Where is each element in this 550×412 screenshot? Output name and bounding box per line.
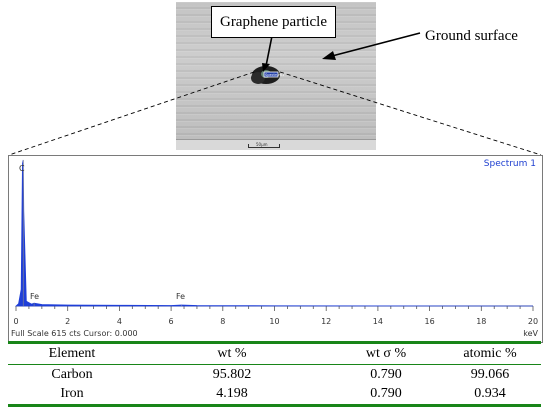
surface-pointer-arrowhead [322,51,336,60]
row-carbon-wt-sigma: 0.790 [370,367,402,382]
x-tick-label: 10 [269,317,280,326]
spectrum-spot-label: Spectrum1 [265,73,284,77]
row-iron-element: Iron [60,386,84,401]
full-scale-readout: Full Scale 615 cts Cursor: 0.000 [11,329,138,338]
scale-bar-strip: 50μm [176,139,376,150]
x-tick-label: 2 [65,317,71,326]
header-atomic: atomic % [463,346,517,361]
table-header-rule [8,364,541,365]
table-bottom-rule [8,404,541,407]
spectrum-plot [14,159,534,311]
graphene-particle-callout: Graphene particle [211,6,336,38]
table-top-rule [8,341,541,344]
row-carbon-wt: 95.802 [212,367,252,382]
iron-l-peak-label: Fe [30,292,40,301]
x-tick-label: 6 [168,317,174,326]
x-tick-label: 14 [372,317,383,326]
row-carbon-atomic: 99.066 [470,367,510,382]
particle-pointer-line [265,35,273,67]
iron-k-peak-label: Fe [176,292,186,301]
zoom-line-right [279,71,542,156]
spectrum-spot-marker [263,71,279,78]
row-iron-atomic: 0.934 [474,386,506,401]
x-tick-label: 18 [476,317,487,326]
x-tick-label: 0 [13,317,19,326]
header-wt-sigma: wt σ % [365,346,407,361]
surface-pointer-line [331,32,421,57]
x-tick-label: 8 [220,317,226,326]
spectrum-series [14,159,534,307]
x-axis-unit: keV [523,329,538,338]
row-iron-wt-sigma: 0.790 [370,386,402,401]
carbon-peak-label: C [19,164,25,173]
graphene-particle-label: Graphene particle [219,14,328,30]
x-tick-label: 4 [116,317,122,326]
row-carbon-element: Carbon [51,367,93,382]
particle-pointer-arrowhead [262,63,270,72]
header-element: Element [48,346,96,361]
scale-bar-line [248,144,280,148]
x-tick-label: 20 [527,317,539,326]
x-tick-label: 16 [424,317,435,326]
header-wt: wt % [217,346,247,361]
ground-surface-label: Ground surface [425,28,518,44]
row-iron-wt: 4.198 [216,386,248,401]
zoom-line-left [8,71,255,156]
spectrum-title: Spectrum 1 [483,159,536,169]
eds-spectrum-panel: Spectrum 1 C Fe Fe 0 2 4 6 8 10 12 14 16 18 20 Ful… [8,155,543,343]
x-tick-label: 12 [321,317,332,326]
scale-bar-label: 50μm [256,142,268,147]
